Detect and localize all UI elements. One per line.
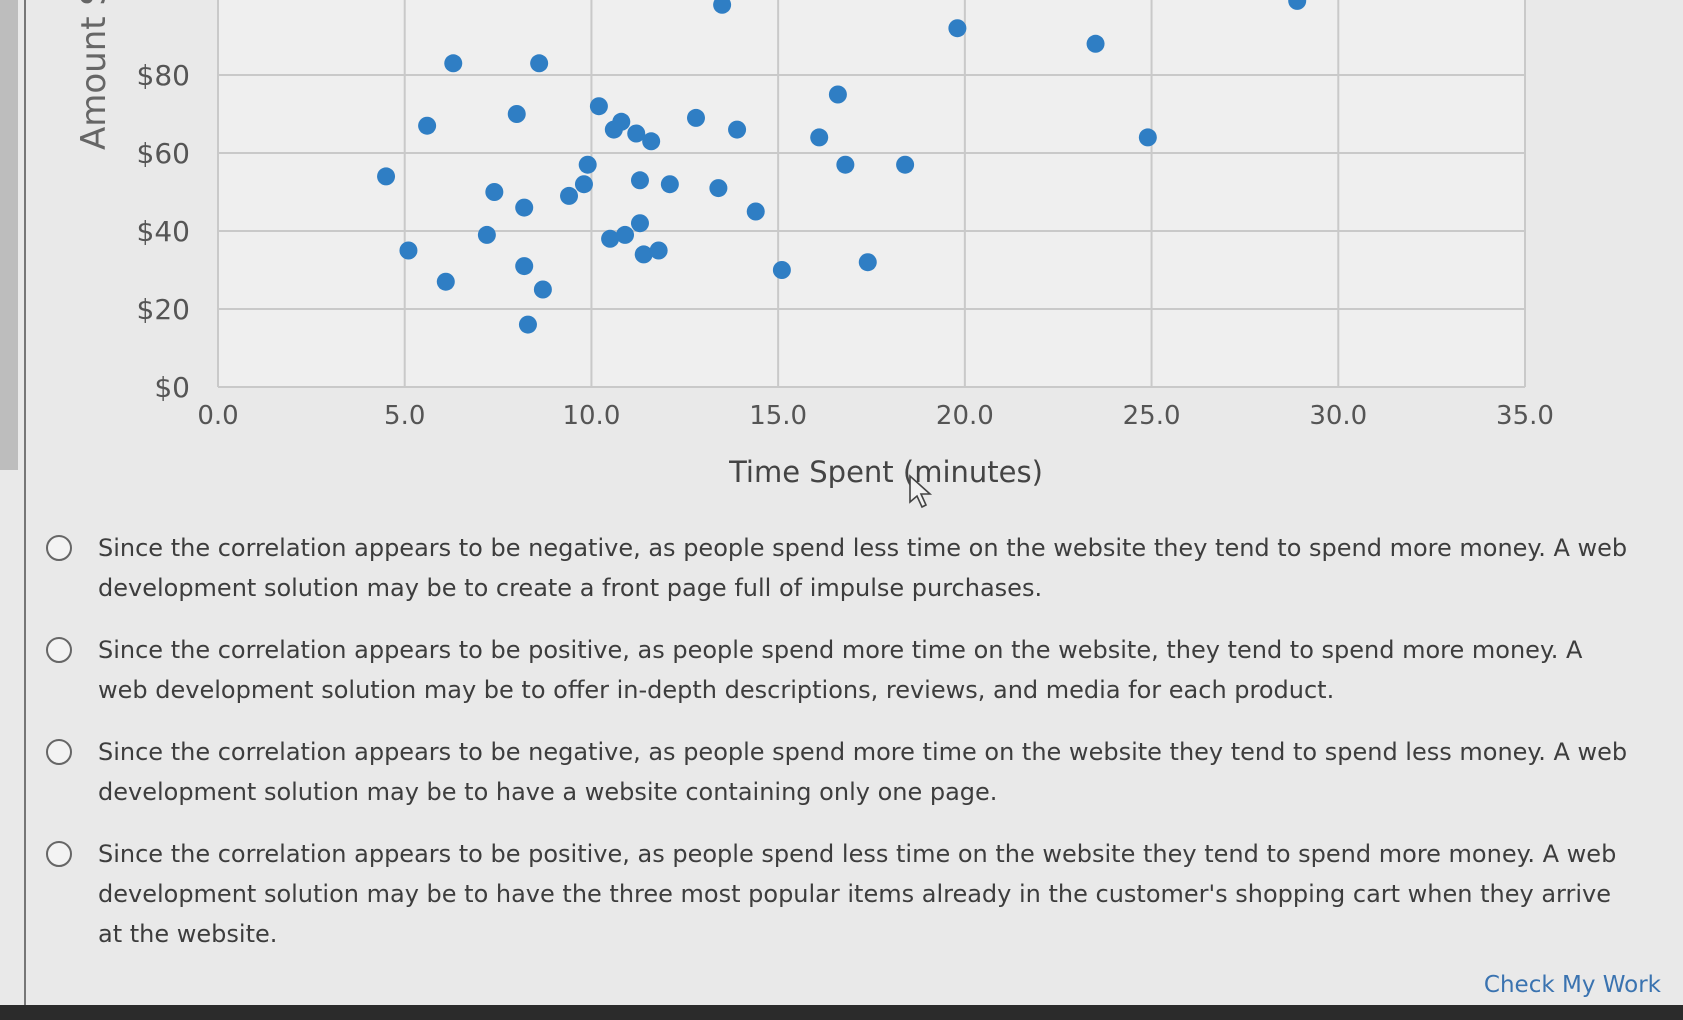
- y-axis-ticks: $0 $20 $40 $60 $80: [137, 59, 190, 404]
- data-point: [612, 112, 631, 131]
- grid-lines: [217, 0, 1526, 388]
- data-point: [560, 186, 579, 205]
- radio-button[interactable]: [46, 535, 72, 561]
- data-point: [589, 97, 608, 116]
- answer-option-3[interactable]: Since the correlation appears to be nega…: [46, 732, 1646, 812]
- mouse-cursor-icon: [909, 474, 933, 509]
- data-point: [399, 241, 418, 260]
- x-tick-label: 30.0: [1309, 401, 1367, 431]
- data-point: [507, 105, 526, 123]
- x-tick-label: 0.0: [197, 401, 238, 431]
- data-point: [713, 0, 732, 14]
- data-point: [477, 225, 496, 244]
- data-point: [1138, 128, 1157, 147]
- y-tick-label: $0: [154, 371, 190, 404]
- data-point: [709, 179, 728, 198]
- option-text: Since the correlation appears to be nega…: [98, 738, 1628, 806]
- y-tick-label: $20: [137, 293, 190, 326]
- answer-option-4[interactable]: Since the correlation appears to be posi…: [46, 834, 1646, 954]
- data-point: [630, 171, 649, 190]
- data-point: [686, 108, 705, 127]
- y-axis-title: Amount Sp: [74, 0, 114, 150]
- data-point: [896, 155, 915, 174]
- check-my-work-link[interactable]: Check My Work: [1483, 972, 1661, 998]
- y-tick-label: $80: [137, 59, 190, 92]
- radio-button[interactable]: [46, 841, 72, 867]
- data-point: [530, 54, 549, 73]
- data-point: [630, 214, 649, 233]
- data-point: [810, 128, 829, 147]
- data-point: [1086, 34, 1105, 53]
- x-tick-label: 35.0: [1496, 401, 1554, 431]
- data-point: [515, 198, 534, 217]
- answer-option-2[interactable]: Since the correlation appears to be posi…: [46, 630, 1646, 710]
- data-point: [533, 280, 552, 299]
- data-point: [515, 257, 534, 276]
- x-tick-label: 15.0: [749, 401, 807, 431]
- data-point: [746, 202, 765, 221]
- y-tick-label: $40: [137, 215, 190, 248]
- x-axis-title: Time Spent (minutes): [728, 455, 1043, 489]
- answer-options: Since the correlation appears to be nega…: [46, 528, 1646, 976]
- x-tick-label: 5.0: [384, 401, 425, 431]
- y-tick-label: $60: [137, 137, 190, 170]
- option-text: Since the correlation appears to be posi…: [98, 840, 1617, 948]
- data-point: [616, 225, 635, 244]
- data-point: [627, 124, 646, 143]
- data-point: [1288, 0, 1307, 10]
- data-point: [642, 132, 661, 151]
- content-left-border: [24, 0, 26, 1005]
- x-tick-label: 25.0: [1123, 401, 1181, 431]
- data-point: [485, 183, 504, 201]
- data-point: [728, 120, 747, 139]
- window-left-edge: [0, 0, 18, 470]
- data-points: [377, 0, 1307, 334]
- data-point: [948, 19, 967, 38]
- scatter-chart: $0 $20 $40 $60 $80 0.0 5.0 10.0 15.0 20.0 25.0 30.…: [74, 0, 1554, 509]
- x-tick-label: 10.0: [562, 401, 620, 431]
- data-point: [858, 253, 877, 272]
- data-point: [649, 241, 668, 260]
- x-axis-ticks: 0.0 5.0 10.0 15.0 20.0 25.0 30.0 35.0: [197, 401, 1554, 431]
- data-point: [518, 315, 537, 334]
- option-text: Since the correlation appears to be posi…: [98, 636, 1583, 704]
- data-point: [377, 167, 396, 186]
- data-point: [836, 155, 855, 174]
- data-point: [772, 261, 791, 279]
- data-point: [634, 245, 653, 264]
- radio-button[interactable]: [46, 637, 72, 663]
- option-text: Since the correlation appears to be nega…: [98, 534, 1628, 602]
- data-point: [444, 54, 463, 73]
- data-point: [574, 175, 593, 194]
- plot-area: [218, 0, 1525, 387]
- data-point: [436, 272, 455, 291]
- data-point: [418, 116, 437, 135]
- radio-button[interactable]: [46, 739, 72, 765]
- answer-option-1[interactable]: Since the correlation appears to be nega…: [46, 528, 1646, 608]
- data-point: [601, 229, 620, 248]
- data-point: [660, 175, 679, 194]
- bottom-frame-edge: [0, 1005, 1683, 1020]
- x-tick-label: 20.0: [936, 401, 994, 431]
- data-point: [828, 85, 847, 104]
- data-point: [578, 155, 597, 174]
